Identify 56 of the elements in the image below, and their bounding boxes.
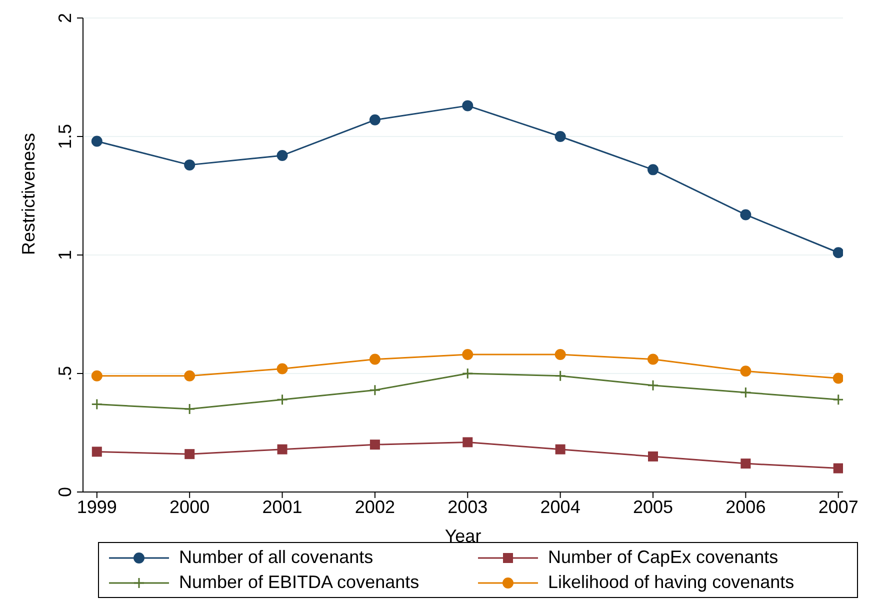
point: [554, 370, 566, 382]
point: [369, 114, 380, 126]
y-axis-title: Restrictiveness: [18, 132, 38, 255]
point: [740, 366, 752, 377]
point: [91, 398, 103, 410]
point: [740, 209, 752, 220]
x-tick-label: 2002: [354, 496, 395, 517]
point: [370, 440, 380, 450]
point: [648, 164, 658, 176]
point: [833, 463, 843, 474]
x-tick-label: 2003: [448, 496, 488, 517]
point: [184, 159, 196, 170]
y-tick-label: .5: [55, 366, 75, 382]
y-tick-label: 1: [55, 250, 75, 260]
point: [91, 370, 102, 382]
x-axis-title: Year: [444, 526, 482, 546]
point: [276, 363, 288, 374]
point: [740, 458, 751, 469]
point: [91, 136, 102, 147]
legend-label: Number of all covenants: [179, 547, 374, 568]
point: [462, 368, 474, 380]
x-tick-label: 2004: [540, 496, 580, 517]
point: [276, 150, 288, 161]
point: [554, 349, 566, 360]
point: [276, 394, 288, 406]
point: [740, 386, 752, 398]
point: [184, 449, 195, 460]
y-tick-label: 2: [55, 12, 75, 24]
point: [369, 384, 381, 396]
point: [832, 247, 843, 258]
x-tick-label: 2001: [262, 496, 302, 517]
x-tick-label: 2000: [170, 496, 210, 517]
x-tick-label: 1999: [76, 496, 117, 517]
point: [832, 372, 843, 384]
point: [462, 349, 474, 360]
point: [92, 446, 102, 457]
y-tick-label: 1.5: [55, 124, 75, 150]
point: [647, 380, 659, 392]
point: [555, 444, 566, 454]
point: [648, 451, 658, 462]
point: [832, 394, 843, 406]
x-tick-label: 2007: [818, 496, 858, 517]
point: [648, 354, 658, 365]
point: [462, 437, 473, 448]
point: [369, 354, 380, 365]
legend-label: Number of CapEx covenants: [548, 547, 778, 568]
point: [184, 370, 196, 382]
x-tick-label: 2006: [726, 496, 766, 517]
point: [554, 131, 566, 142]
x-tick-label: 2005: [632, 496, 674, 517]
point: [462, 100, 474, 112]
legend-label: Likelihood of having covenants: [548, 572, 794, 593]
legend-label: Number of EBITDA covenants: [179, 572, 420, 593]
point: [184, 403, 196, 415]
point: [277, 444, 288, 454]
y-tick-label: 0: [55, 486, 75, 498]
